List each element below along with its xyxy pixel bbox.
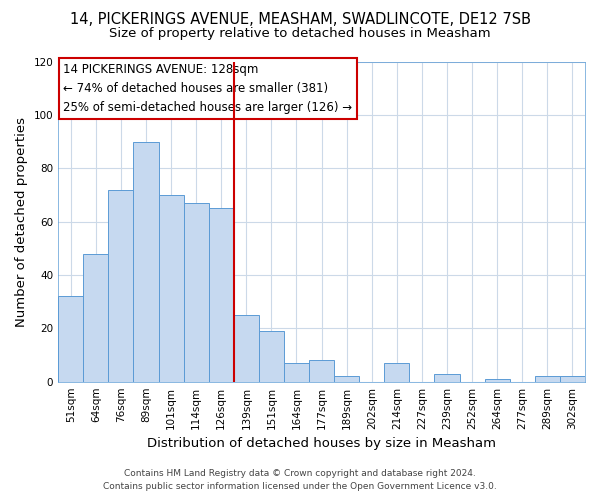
Bar — [234, 315, 259, 382]
Bar — [284, 363, 309, 382]
Bar — [434, 374, 460, 382]
Bar — [184, 203, 209, 382]
Text: Size of property relative to detached houses in Measham: Size of property relative to detached ho… — [109, 28, 491, 40]
Y-axis label: Number of detached properties: Number of detached properties — [15, 116, 28, 326]
Bar — [259, 331, 284, 382]
X-axis label: Distribution of detached houses by size in Measham: Distribution of detached houses by size … — [147, 437, 496, 450]
Bar — [209, 208, 234, 382]
Text: 14, PICKERINGS AVENUE, MEASHAM, SWADLINCOTE, DE12 7SB: 14, PICKERINGS AVENUE, MEASHAM, SWADLINC… — [70, 12, 530, 28]
Bar — [133, 142, 158, 382]
Bar — [385, 363, 409, 382]
Bar — [485, 379, 510, 382]
Bar — [58, 296, 83, 382]
Text: 14 PICKERINGS AVENUE: 128sqm
← 74% of detached houses are smaller (381)
25% of s: 14 PICKERINGS AVENUE: 128sqm ← 74% of de… — [64, 63, 353, 114]
Bar — [334, 376, 359, 382]
Bar — [535, 376, 560, 382]
Bar — [83, 254, 109, 382]
Bar — [158, 195, 184, 382]
Bar — [109, 190, 133, 382]
Text: Contains HM Land Registry data © Crown copyright and database right 2024.
Contai: Contains HM Land Registry data © Crown c… — [103, 470, 497, 491]
Bar — [309, 360, 334, 382]
Bar — [560, 376, 585, 382]
